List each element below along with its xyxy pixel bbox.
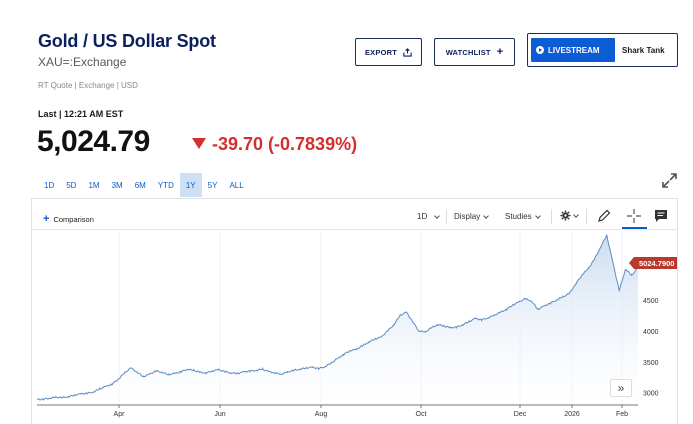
plus-icon: +: [43, 213, 50, 225]
y-tick-label: 4500: [643, 298, 659, 305]
x-tick-label: Jun: [214, 411, 225, 418]
last-price: 5,024.79: [37, 125, 150, 158]
watchlist-button[interactable]: WATCHLIST +: [434, 38, 515, 66]
livestream-label: LIVESTREAM: [548, 45, 600, 55]
x-tick-label: Aug: [315, 411, 328, 418]
price-area: [37, 234, 638, 405]
page-title: Gold / US Dollar Spot: [38, 31, 216, 51]
crosshair-icon[interactable]: [626, 208, 642, 224]
last-price-tag: 5024.7900: [628, 257, 678, 269]
range-5y[interactable]: 5Y: [207, 180, 218, 190]
show-name[interactable]: Shark Tank: [622, 46, 665, 55]
y-tick-label: 3500: [643, 360, 659, 367]
interval-label: 1D: [417, 212, 428, 221]
toolbar-separator: [551, 209, 552, 224]
range-selector: 1D 5D 1M 3M 6M YTD 1Y 5Y ALL: [38, 173, 250, 197]
down-arrow-icon: [192, 138, 206, 149]
y-tick-label: 3000: [643, 391, 659, 398]
price-change: -39.70 (-0.7839%): [212, 134, 358, 154]
range-6m[interactable]: 6M: [134, 180, 146, 190]
double-chevron-right-icon: »: [617, 381, 625, 395]
livestream-widget: LIVESTREAM Shark Tank: [527, 33, 678, 67]
export-button[interactable]: EXPORT: [355, 38, 422, 66]
quote-info: RT Quote | Exchange | USD: [38, 81, 138, 90]
range-all[interactable]: ALL: [229, 180, 244, 190]
x-tick-label: 2026: [564, 411, 580, 418]
symbol-label: XAU=:Exchange: [38, 55, 127, 69]
interval-dropdown[interactable]: 1D: [417, 212, 441, 221]
share-icon: [403, 47, 412, 57]
range-1d[interactable]: 1D: [44, 180, 55, 190]
x-tick-label: Apr: [114, 411, 126, 418]
comment-icon[interactable]: [653, 208, 669, 224]
pencil-icon[interactable]: [596, 208, 612, 224]
plus-icon: +: [496, 46, 504, 58]
y-tick-label: 4000: [643, 329, 659, 336]
range-5d[interactable]: 5D: [66, 180, 77, 190]
range-ytd[interactable]: YTD: [157, 180, 174, 190]
comparison-button[interactable]: + Comparison: [43, 213, 94, 225]
studies-label: Studies: [505, 212, 532, 221]
comparison-label: Comparison: [53, 214, 94, 224]
last-quote-time: Last | 12:21 AM EST: [38, 109, 124, 119]
scroll-right-button[interactable]: »: [610, 379, 632, 397]
export-label: EXPORT: [364, 47, 398, 57]
toolbar-separator: [586, 209, 587, 224]
range-1y[interactable]: 1Y: [179, 173, 202, 197]
x-tick-label: Dec: [514, 411, 527, 418]
range-3m[interactable]: 3M: [111, 180, 123, 190]
expand-icon[interactable]: [661, 172, 678, 189]
price-line: [36, 234, 639, 401]
x-tick-label: Oct: [416, 411, 427, 418]
watchlist-label: WATCHLIST: [445, 47, 491, 57]
settings-dropdown[interactable]: [560, 210, 579, 221]
livestream-button[interactable]: LIVESTREAM: [531, 38, 615, 62]
toolbar-divider: [32, 229, 678, 230]
range-1m[interactable]: 1M: [88, 180, 100, 190]
display-label: Display: [454, 212, 481, 221]
toolbar-separator: [446, 209, 447, 224]
x-tick-label: Feb: [616, 411, 628, 418]
chart-panel: [31, 198, 678, 424]
active-tool-indicator: [622, 227, 647, 229]
play-icon: [536, 46, 544, 54]
studies-dropdown[interactable]: Studies: [505, 212, 541, 221]
gear-icon: [560, 210, 571, 221]
display-dropdown[interactable]: Display: [454, 212, 490, 221]
